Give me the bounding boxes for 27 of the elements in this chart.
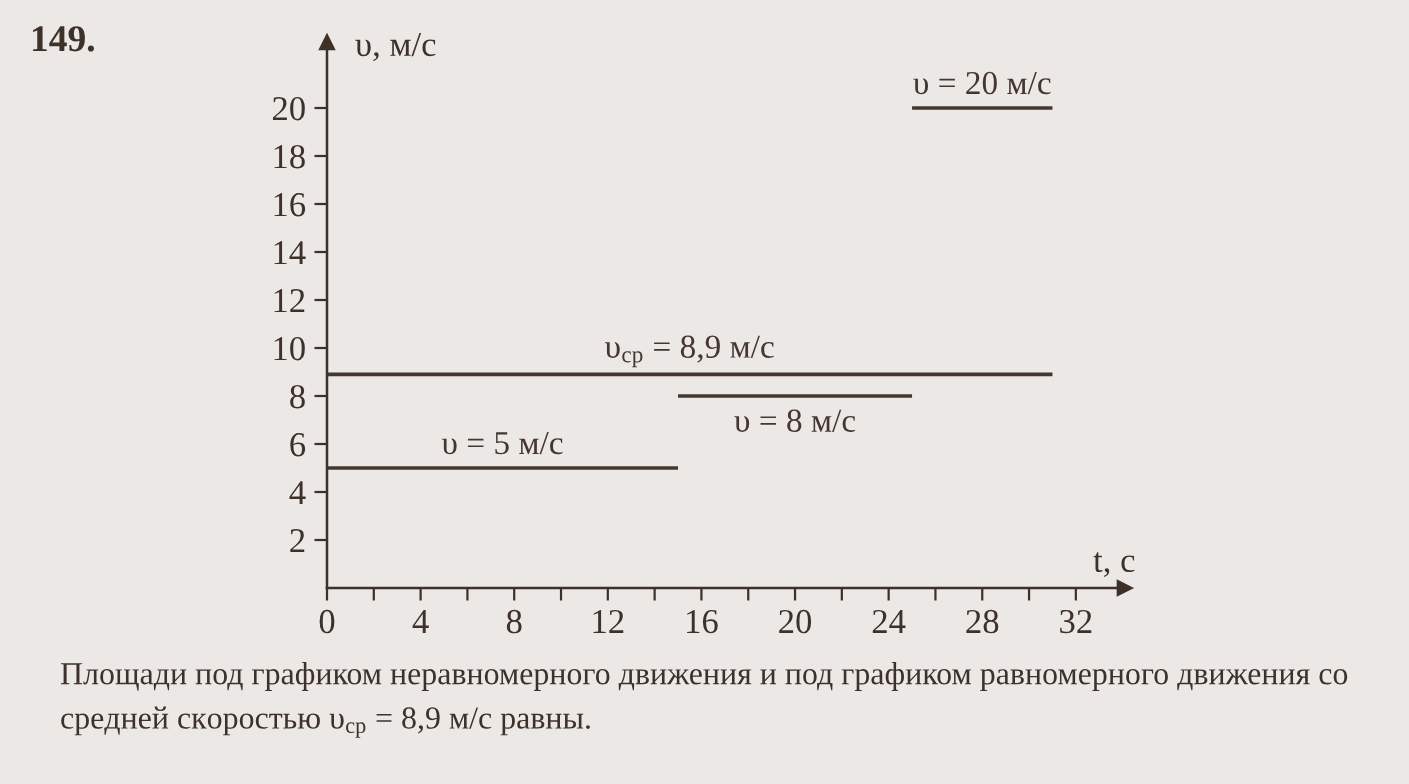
series-label: υ$_{ср}$ = 8,9 м/с (605, 335, 774, 368)
x-axis-title: t, с (1093, 552, 1135, 578)
y-axis-title: υ, м/с (355, 32, 436, 62)
x-tick-label: 28 (966, 609, 999, 634)
x-tick-label: 16 (687, 609, 718, 634)
y-tick-label: 12 (274, 289, 305, 313)
series-label: υ = 20 м/с (913, 71, 1051, 95)
chart-title: 149. (33, 26, 94, 52)
x-tick-label: 0 (319, 609, 335, 634)
x-tick-label: 12 (593, 609, 624, 633)
y-tick-label: 14 (274, 241, 306, 265)
x-tick-label: 8 (506, 609, 522, 634)
y-tick-label: 2 (290, 529, 305, 553)
series-label: υ = 5 м/с (441, 431, 563, 455)
x-tick-label: 20 (779, 609, 812, 634)
text: Площади под графиком неравномерного движения и под графиком равномерного движения со средней скоростью υ$_{ср}$ = 8,9 м/с равны. (60, 662, 1348, 738)
x-tick-label: 24 (872, 609, 906, 633)
series-label: υ = 8 м/с (734, 409, 856, 432)
y-tick-label: 20 (272, 96, 305, 121)
x-tick-label: 32 (1060, 609, 1092, 634)
x-tick-label: 4 (412, 610, 429, 633)
y-tick-label: 10 (274, 336, 305, 361)
y-tick-label: 8 (290, 384, 305, 409)
y-tick-label: 16 (274, 193, 306, 217)
y-tick-label: 6 (290, 433, 306, 457)
y-tick-label: 18 (274, 144, 305, 169)
y-tick-label: 4 (289, 481, 306, 505)
